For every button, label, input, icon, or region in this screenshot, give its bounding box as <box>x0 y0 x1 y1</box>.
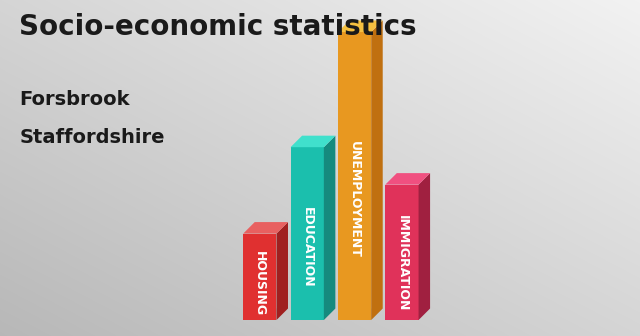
Text: Staffordshire: Staffordshire <box>19 128 164 147</box>
Polygon shape <box>419 173 430 320</box>
Polygon shape <box>291 147 324 320</box>
Text: Socio-economic statistics: Socio-economic statistics <box>19 13 417 41</box>
Text: IMMIGRATION: IMMIGRATION <box>396 215 408 311</box>
Polygon shape <box>338 308 383 320</box>
Text: EDUCATION: EDUCATION <box>301 207 314 288</box>
Polygon shape <box>371 20 383 320</box>
Polygon shape <box>338 32 371 320</box>
Polygon shape <box>324 136 335 320</box>
Text: UNEMPLOYMENT: UNEMPLOYMENT <box>348 140 361 257</box>
Text: HOUSING: HOUSING <box>253 251 266 316</box>
Polygon shape <box>385 185 419 320</box>
Polygon shape <box>385 308 430 320</box>
Polygon shape <box>385 173 430 185</box>
Polygon shape <box>243 222 288 234</box>
Polygon shape <box>291 136 335 147</box>
Polygon shape <box>291 308 335 320</box>
Polygon shape <box>243 308 288 320</box>
Text: Forsbrook: Forsbrook <box>19 90 130 109</box>
Polygon shape <box>243 234 276 320</box>
Polygon shape <box>338 20 383 32</box>
Polygon shape <box>276 222 288 320</box>
